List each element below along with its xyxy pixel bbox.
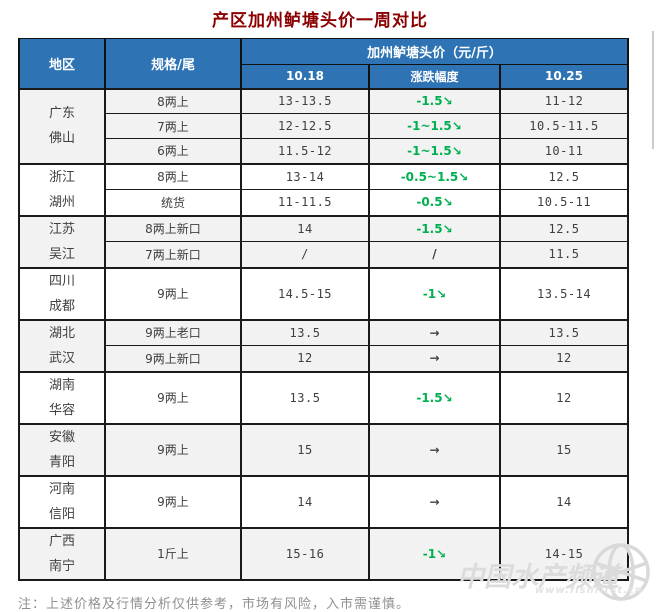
region-cell: 湖南 华容: [18, 370, 106, 424]
price-curr-cell: 13.5: [498, 318, 630, 346]
price-prev-cell: 12: [240, 345, 370, 372]
spec-cell: 9两上: [104, 370, 242, 424]
price-prev-cell: 14: [240, 474, 370, 528]
spec-cell: 9两上新口: [104, 345, 242, 372]
table-row: 9两上新口 12 → 12: [19, 345, 630, 372]
price-curr-cell: 15: [498, 422, 630, 476]
price-prev-cell: 15-16: [240, 526, 370, 581]
change-cell: -1↘: [368, 266, 501, 320]
price-curr-cell: 12: [498, 345, 630, 372]
column-header-spec: 规格/尾: [104, 38, 242, 89]
change-cell: -1.5↘: [368, 87, 501, 114]
column-header-region: 地区: [18, 38, 106, 89]
spec-cell: 9两上: [104, 474, 242, 528]
table-row: 湖北 武汉 9两上老口 13.5 → 13.5: [18, 318, 630, 372]
region-cell: 河南 信阳: [18, 474, 106, 528]
price-curr-cell: 10-11: [498, 138, 630, 164]
change-cell: -1~1.5↘: [368, 138, 501, 164]
price-prev-cell: /: [240, 241, 370, 268]
table-row: 7两上 12-12.5 -1~1.5↘ 10.5-11.5: [19, 113, 630, 139]
price-prev-cell: 13.5: [240, 370, 370, 424]
price-prev-cell: 13-13.5: [240, 87, 370, 114]
page-title: 产区加州鲈塘头价一周对比: [212, 11, 428, 31]
spec-cell: 7两上新口: [104, 241, 242, 268]
table-row: 江苏 吴江 8两上新口 14 -1.5↘ 12.5: [18, 214, 630, 268]
region-cell: 安徽 青阳: [18, 422, 106, 476]
spec-cell: 8两上新口: [104, 214, 242, 242]
change-cell: -1.5↘: [368, 214, 501, 242]
table-row: 浙江 湖州 8两上 13-14 -0.5~1.5↘ 12.5: [18, 162, 630, 216]
change-cell: →: [368, 345, 501, 372]
table-row: 安徽 青阳 9两上 15 → 15: [18, 422, 630, 476]
price-curr-cell: 14-15: [498, 526, 630, 581]
spec-cell: 1斤上: [104, 526, 242, 581]
column-header-date-prev: 10.18: [240, 64, 370, 89]
price-curr-cell: 10.5-11.5: [498, 113, 630, 139]
price-prev-cell: 13-14: [240, 162, 370, 190]
spec-cell: 9两上: [104, 266, 242, 320]
region-cell: 浙江 湖州: [18, 162, 106, 216]
table-row: 四川 成都 9两上 14.5-15 -1↘ 13.5-14: [18, 266, 630, 320]
change-cell: -0.5↘: [368, 189, 501, 216]
price-curr-cell: 11-12: [498, 87, 630, 114]
change-cell: →: [368, 474, 501, 528]
price-curr-cell: 12.5: [498, 214, 630, 242]
column-header-date-curr: 10.25: [498, 64, 630, 89]
table-row: 6两上 11.5-12 -1~1.5↘ 10-11: [19, 138, 630, 164]
change-cell: /: [368, 241, 501, 268]
spec-cell: 7两上: [104, 113, 242, 139]
change-cell: -0.5~1.5↘: [368, 162, 501, 190]
column-header-price-group: 加州鲈塘头价（元/斤）: [239, 38, 630, 65]
region-cell: 广西 南宁: [18, 526, 106, 581]
disclaimer-note: 注：上述价格及行情分析仅供参考，市场有风险，入市需谨慎。: [18, 596, 411, 612]
table-row: 统货 11-11.5 -0.5↘ 10.5-11: [19, 189, 630, 216]
price-prev-cell: 11-11.5: [240, 189, 370, 216]
scrollbar-thumb[interactable]: [652, 31, 654, 149]
column-header-change: 涨跌幅度: [368, 64, 501, 89]
spec-cell: 统货: [104, 189, 242, 216]
region-cell: 湖北 武汉: [18, 318, 106, 372]
price-curr-cell: 10.5-11: [498, 189, 630, 216]
price-prev-cell: 12-12.5: [240, 113, 370, 139]
table-row: 广西 南宁 1斤上 15-16 -1↘ 14-15: [18, 526, 630, 581]
price-prev-cell: 13.5: [240, 318, 370, 346]
price-curr-cell: 13.5-14: [498, 266, 630, 320]
price-curr-cell: 11.5: [498, 241, 630, 268]
spec-cell: 6两上: [104, 138, 242, 164]
spec-cell: 8两上: [104, 162, 242, 190]
price-prev-cell: 14: [240, 214, 370, 242]
region-cell: 四川 成都: [18, 266, 106, 320]
region-cell: 广东 佛山: [18, 87, 106, 164]
change-cell: -1~1.5↘: [368, 113, 501, 139]
price-comparison-table: 地区 规格/尾 加州鲈塘头价（元/斤） 10.18 涨跌幅度 10.25 广东 …: [18, 38, 630, 581]
table-row: 湖南 华容 9两上 13.5 -1.5↘ 12: [18, 370, 630, 424]
change-cell: →: [368, 318, 501, 346]
price-prev-cell: 11.5-12: [240, 138, 370, 164]
change-cell: -1↘: [368, 526, 501, 581]
price-curr-cell: 14: [498, 474, 630, 528]
spec-cell: 9两上: [104, 422, 242, 476]
table-row: 7两上新口 //11.5: [19, 241, 630, 268]
price-prev-cell: 14.5-15: [240, 266, 370, 320]
region-cell: 江苏 吴江: [18, 214, 106, 268]
spec-cell: 9两上老口: [104, 318, 242, 346]
table-row: 广东 佛山 8两上 13-13.5 -1.5↘ 11-12: [18, 87, 630, 164]
table-row: 河南 信阳 9两上 14 → 14: [18, 474, 630, 528]
price-curr-cell: 12: [498, 370, 630, 424]
price-curr-cell: 12.5: [498, 162, 630, 190]
change-cell: -1.5↘: [368, 370, 501, 424]
price-prev-cell: 15: [240, 422, 370, 476]
spec-cell: 8两上: [104, 87, 242, 114]
change-cell: →: [368, 422, 501, 476]
